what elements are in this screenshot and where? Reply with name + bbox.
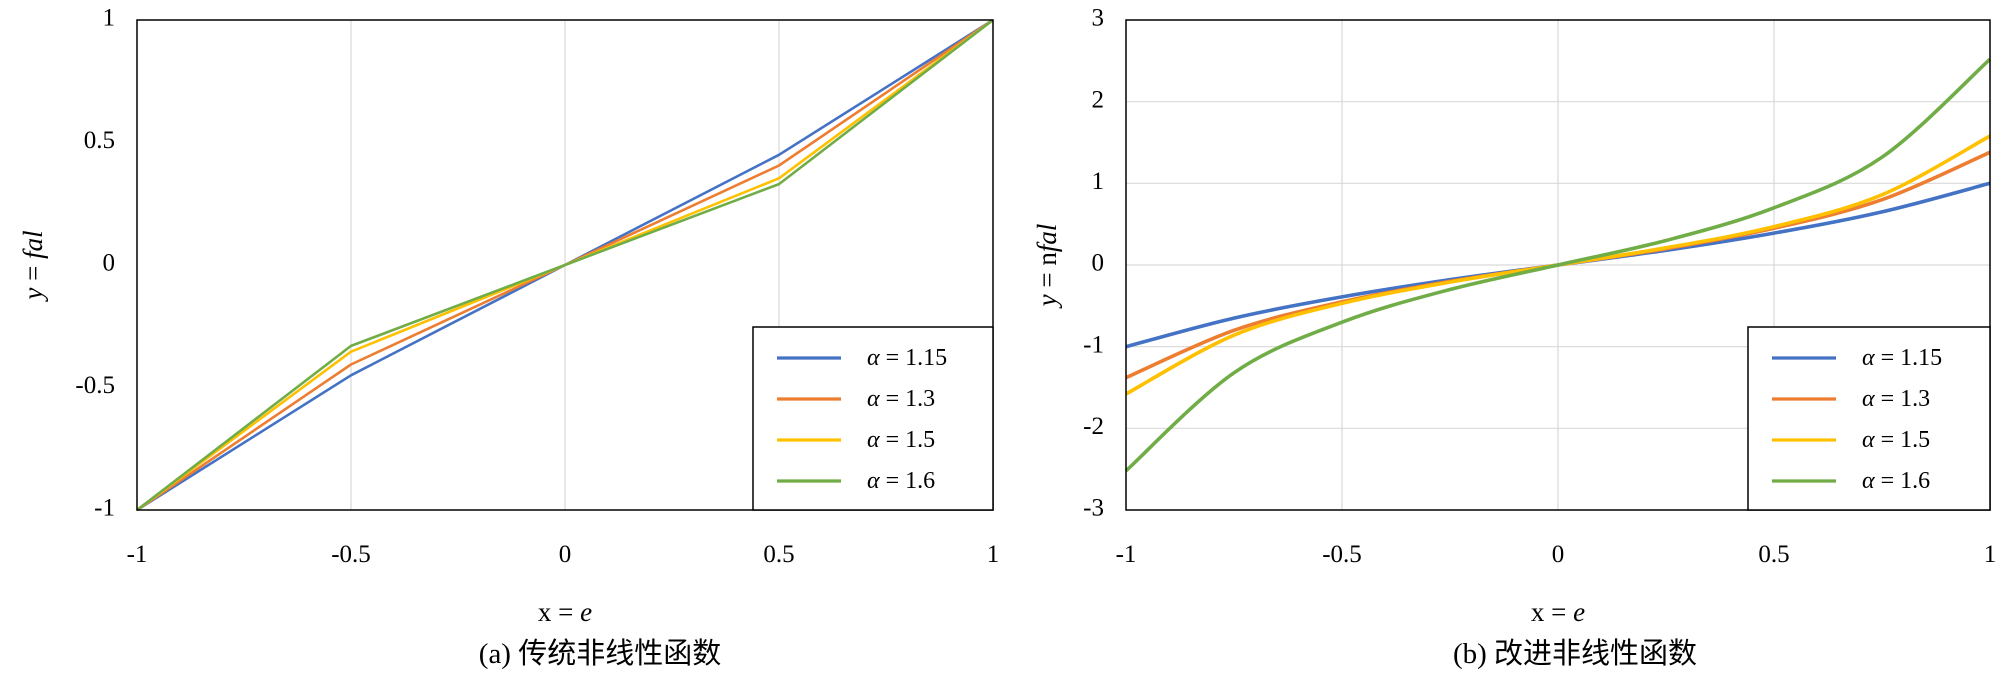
legend-label-value: = 1.15 [880, 345, 948, 371]
legend-label: α = 1.6 [867, 468, 935, 494]
x-tick-label: 0 [1552, 541, 1565, 568]
x-tick-label: 0.5 [1758, 541, 1789, 568]
y-tick-label: 0.5 [84, 127, 115, 154]
plot-frame [1125, 19, 1991, 511]
legend-label: α = 1.6 [1862, 468, 1930, 494]
legend-label-symbol: α [1862, 345, 1875, 371]
x-tick-label: 1 [1984, 541, 1997, 568]
axis-label-part: = [18, 259, 48, 288]
chart-caption: (a) 传统非线性函数 [479, 637, 721, 670]
legend-label-value: = 1.6 [1875, 468, 1931, 494]
x-tick-label: 1 [987, 541, 1000, 568]
y-tick-label: 0 [103, 250, 116, 277]
axis-label-part: x = [538, 597, 580, 627]
legend-label: α = 1.3 [867, 386, 935, 412]
y-tick-label: 1 [1092, 168, 1105, 195]
legend-label-symbol: α [867, 468, 880, 494]
legend: α = 1.15α = 1.3α = 1.5α = 1.6 [1747, 326, 1991, 511]
axis-label-part: n [1032, 252, 1062, 266]
y-tick-label: -2 [1083, 413, 1104, 440]
legend-label-symbol: α [1862, 468, 1875, 494]
legend-label: α = 1.15 [867, 345, 947, 371]
x-tick-label: -1 [1116, 541, 1137, 568]
axis-label-var: y [1032, 294, 1062, 309]
legend: α = 1.15α = 1.3α = 1.5α = 1.6 [752, 326, 994, 511]
x-tick-label: 0.5 [763, 541, 794, 568]
plot-frame [136, 19, 994, 511]
y-axis-label: y = nfal [1032, 224, 1062, 310]
y-tick-label: 3 [1092, 5, 1105, 32]
axis-label-var: fal [18, 230, 48, 259]
y-tick-label: 2 [1092, 86, 1105, 113]
legend-label-symbol: α [1862, 386, 1875, 412]
y-tick-label: 1 [103, 5, 116, 32]
axis-label-part: = [1032, 266, 1062, 295]
series-line [1124, 57, 1992, 473]
legend-label: α = 1.15 [1862, 345, 1942, 371]
chart-caption: (b) 改进非线性函数 [1453, 637, 1697, 670]
legend-label: α = 1.3 [1862, 386, 1930, 412]
x-tick-label: 0 [559, 541, 572, 568]
legend-label-symbol: α [1862, 427, 1875, 453]
y-tick-label: 0 [1092, 250, 1105, 277]
legend-label-symbol: α [867, 427, 880, 453]
axis-label-var: e [580, 597, 592, 627]
legend-label-value: = 1.3 [880, 386, 936, 412]
legend-label-value: = 1.5 [1875, 427, 1931, 453]
legend-label-value: = 1.6 [880, 468, 936, 494]
legend-label: α = 1.5 [867, 427, 935, 453]
y-tick-label: -3 [1083, 495, 1104, 522]
y-tick-label: -1 [94, 495, 115, 522]
legend-label-symbol: α [867, 345, 880, 371]
x-tick-label: -0.5 [331, 541, 371, 568]
y-tick-label: -0.5 [75, 372, 115, 399]
axis-label-part: x = [1531, 597, 1573, 627]
x-axis-label: x = e [538, 597, 592, 627]
x-axis-label: x = e [1531, 597, 1585, 627]
legend-label-value: = 1.3 [1875, 386, 1931, 412]
axis-label-var: e [1573, 597, 1585, 627]
series-line [136, 18, 994, 512]
x-tick-label: -1 [127, 541, 148, 568]
y-axis-label: y = fal [18, 230, 48, 302]
chart-b: 3 2 1 0 -1 -2 -3 -1 -0.5 0 0.5 1 x = e y = nfal (b) 改进… [1032, 5, 1996, 670]
x-tick-label: -0.5 [1322, 541, 1362, 568]
legend-label-symbol: α [867, 386, 880, 412]
axis-label-var: fal [1032, 224, 1062, 253]
y-tick-label: -1 [1083, 331, 1104, 358]
legend-label: α = 1.5 [1862, 427, 1930, 453]
chart-a: 1 0.5 0 -0.5 -1 -1 -0.5 0 0.5 1 x = e y = fal (a) 传统… [18, 5, 999, 670]
legend-label-value: = 1.5 [880, 427, 936, 453]
legend-label-value: = 1.15 [1875, 345, 1943, 371]
axis-label-var: y [18, 288, 48, 303]
